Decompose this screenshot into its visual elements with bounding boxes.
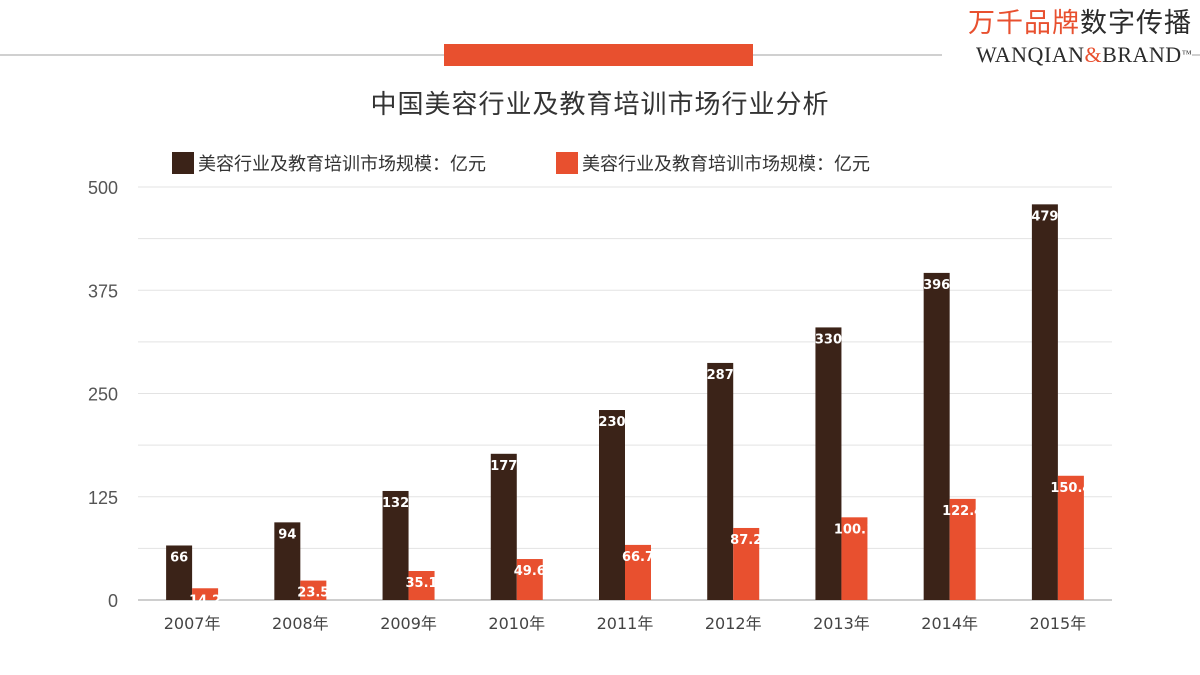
bar-series2 [192,588,219,600]
header-accent-bar [444,44,753,66]
data-label: 150.4 [1050,481,1091,496]
bar-series1 [599,410,625,600]
bar-series2 [625,544,651,600]
data-label: 396 [923,278,950,293]
bar-series1 [815,327,842,600]
bar-series1 [274,522,301,600]
x-tick-label: 2014年 [921,614,978,633]
brand-name-en-part2: BRAND [1102,42,1182,67]
bar-series1 [490,453,517,600]
brand-name-en-amp: & [1084,42,1103,67]
brand-name-en: WANQIAN&BRAND™ [942,42,1192,68]
bar-series2 [408,571,435,600]
legend-item-series2: 美容行业及教育培训市场规模：亿元 [556,150,870,176]
bar-series1 [166,545,193,600]
bar-series1 [382,490,409,600]
bar-series2 [516,559,543,600]
bar-series1 [707,362,734,600]
y-tick-label: 250 [88,385,118,405]
data-label: 177 [490,459,517,474]
legend-item-series1: 美容行业及教育培训市场规模：亿元 [172,150,486,176]
data-label: 122.4 [942,504,983,519]
y-tick-label: 125 [88,488,118,508]
data-label: 14.2 [189,593,221,608]
legend-swatch-series1 [172,152,194,174]
brand-name-cn-part2: 数字传播 [1080,8,1192,39]
data-label: 23.5 [297,586,329,601]
bar-series2 [1057,475,1084,600]
data-label: 87.2 [730,533,762,548]
brand-logo: 万千品牌数字传播 WANQIAN&BRAND™ [942,6,1192,68]
y-tick-label: 500 [88,178,118,198]
x-tick-label: 2012年 [705,614,762,633]
x-tick-label: 2011年 [597,614,654,633]
chart-title: 中国美容行业及教育培训市场行业分析 [370,90,830,120]
data-label: 479 [1031,209,1058,224]
bar-series2 [733,527,760,600]
data-label: 66 [170,550,188,565]
legend-label-series2: 美容行业及教育培训市场规模：亿元 [582,154,870,175]
legend-label-series1: 美容行业及教育培训市场规模：亿元 [198,154,486,175]
x-tick-label: 2013年 [813,614,870,633]
data-label: 287 [707,368,734,383]
bar-series2 [300,580,327,600]
data-label: 100.1 [834,522,875,537]
brand-name-en-part1: WANQIAN [975,42,1085,67]
brand-name-cn-part1: 万千品牌 [968,8,1080,39]
data-label: 66.7 [622,550,654,565]
data-label: 94 [278,527,296,542]
x-tick-label: 2008年 [272,614,329,633]
x-tick-label: 2007年 [164,614,221,633]
x-tick-label: 2010年 [488,614,545,633]
chart-legend: 美容行业及教育培训市场规模：亿元 美容行业及教育培训市场规模：亿元 [172,150,940,176]
data-label: 330 [815,332,842,347]
brand-trademark: ™ [1181,49,1192,60]
bar-series1 [1031,204,1058,600]
bar-series1 [923,272,950,600]
data-label: 35.1 [406,576,438,591]
bar-series2 [841,517,868,600]
data-label: 132 [382,496,409,511]
x-tick-label: 2009年 [380,614,437,633]
y-tick-label: 0 [108,591,118,611]
bar-series2 [949,498,976,600]
legend-swatch-series2 [556,152,578,174]
x-tick-label: 2015年 [1030,614,1087,633]
y-tick-label: 375 [88,281,118,301]
data-label: 49.6 [514,564,546,579]
data-label: 230 [598,415,625,430]
brand-name-cn: 万千品牌数字传播 [942,6,1192,42]
